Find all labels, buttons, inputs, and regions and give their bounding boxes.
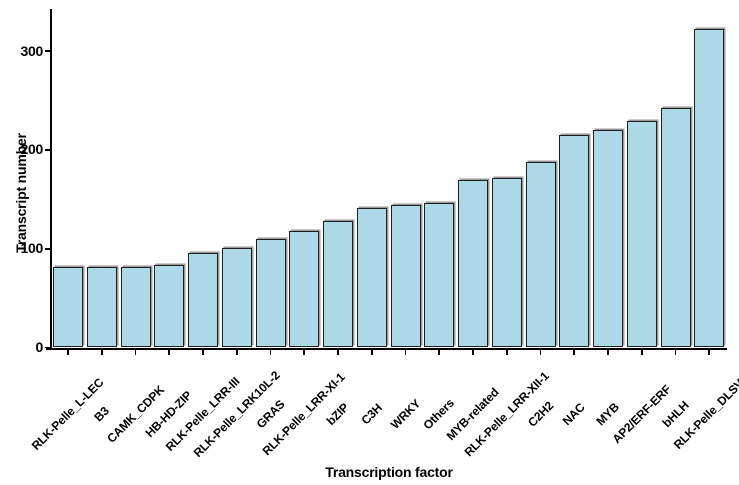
x-tick-mark xyxy=(708,350,711,355)
bar xyxy=(458,179,488,348)
x-tick-mark xyxy=(202,350,204,355)
bar xyxy=(660,108,691,348)
x-tick-mark xyxy=(472,350,474,355)
x-axis-title: Transcription factor xyxy=(325,464,453,480)
bar xyxy=(390,205,421,348)
y-tick-mark xyxy=(45,50,50,52)
bar xyxy=(289,230,320,348)
x-tick-mark xyxy=(100,350,103,355)
x-tick-mark xyxy=(269,350,272,355)
y-tick-mark xyxy=(45,346,50,349)
bar xyxy=(356,208,387,348)
y-tick-label: 100 xyxy=(20,240,44,257)
x-axis-line xyxy=(46,347,727,350)
bar xyxy=(120,266,151,348)
x-tick-mark xyxy=(404,350,407,355)
y-tick-label: 300 xyxy=(20,42,44,59)
x-tick-mark xyxy=(640,350,643,355)
x-tick-mark xyxy=(235,350,238,355)
x-tick-mark xyxy=(303,350,306,355)
y-tick-label: 200 xyxy=(20,141,44,158)
y-tick-mark xyxy=(45,149,50,151)
bar xyxy=(53,267,83,348)
bar xyxy=(188,252,218,348)
x-tick-mark xyxy=(539,350,542,355)
bar xyxy=(255,238,286,348)
x-tick-mark xyxy=(674,350,677,355)
bar xyxy=(626,121,657,348)
x-tick-mark xyxy=(607,350,609,355)
x-tick-mark xyxy=(505,350,508,355)
bar xyxy=(491,177,522,348)
x-tick-mark xyxy=(67,350,69,355)
x-tick-mark xyxy=(370,350,373,355)
bar xyxy=(221,247,252,348)
bar xyxy=(559,135,590,348)
x-tick-mark xyxy=(337,350,339,355)
bar xyxy=(525,161,556,348)
bar xyxy=(694,29,725,348)
x-tick-mark xyxy=(573,350,576,355)
bar xyxy=(593,130,623,348)
y-axis-line xyxy=(50,9,52,350)
bar xyxy=(424,203,455,348)
x-tick-mark xyxy=(168,350,171,355)
x-tick-mark xyxy=(134,350,137,355)
y-tick-label: 0 xyxy=(35,339,44,355)
bar xyxy=(323,221,353,348)
bar xyxy=(86,266,117,348)
x-tick-mark xyxy=(438,350,441,355)
y-tick-mark xyxy=(45,247,50,250)
bar xyxy=(154,264,185,348)
